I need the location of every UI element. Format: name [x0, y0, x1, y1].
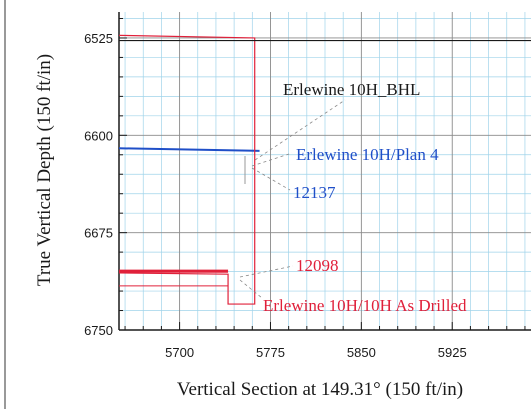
leader-bhl	[254, 99, 346, 161]
x-tick-label: 5850	[347, 345, 376, 360]
x-axis-label: Vertical Section at 149.31° (150 ft/in)	[177, 379, 463, 400]
y-tick-label: 6675	[84, 226, 113, 241]
series-layer	[118, 34, 531, 305]
annotation-12098: 12098	[296, 256, 339, 275]
x-tick-label: 5700	[165, 345, 194, 360]
leader-lines	[239, 99, 346, 299]
annotation-asdrilled: Erlewine 10H/10H As Drilled	[263, 296, 467, 315]
x-tick-label: 5925	[438, 345, 467, 360]
y-tick-label: 6525	[84, 31, 113, 46]
annotation-12137: 12137	[293, 183, 336, 202]
major-grid	[119, 12, 531, 331]
minor-grid	[119, 12, 531, 330]
x-tick-label: 5775	[256, 345, 285, 360]
plan4-series-line	[118, 147, 260, 152]
annotation-bhl: Erlewine 10H_BHL	[283, 80, 420, 99]
y-tick-label: 6600	[84, 128, 113, 143]
leader-12137	[251, 167, 291, 191]
x-tick-labels: 5700 5775 5850 5925	[165, 345, 467, 360]
annotation-plan4: Erlewine 10H/Plan 4	[296, 145, 439, 164]
y-axis-label: True Vertical Depth (150 ft/in)	[34, 54, 55, 286]
y-tick-labels: 6525 6600 6675 6750	[84, 31, 113, 338]
y-tick-label: 6750	[84, 323, 113, 338]
tick-marks	[119, 17, 526, 331]
leader-asdrilled	[239, 279, 263, 299]
as-drilled-series-line	[118, 34, 256, 305]
leader-plan4	[251, 152, 293, 167]
